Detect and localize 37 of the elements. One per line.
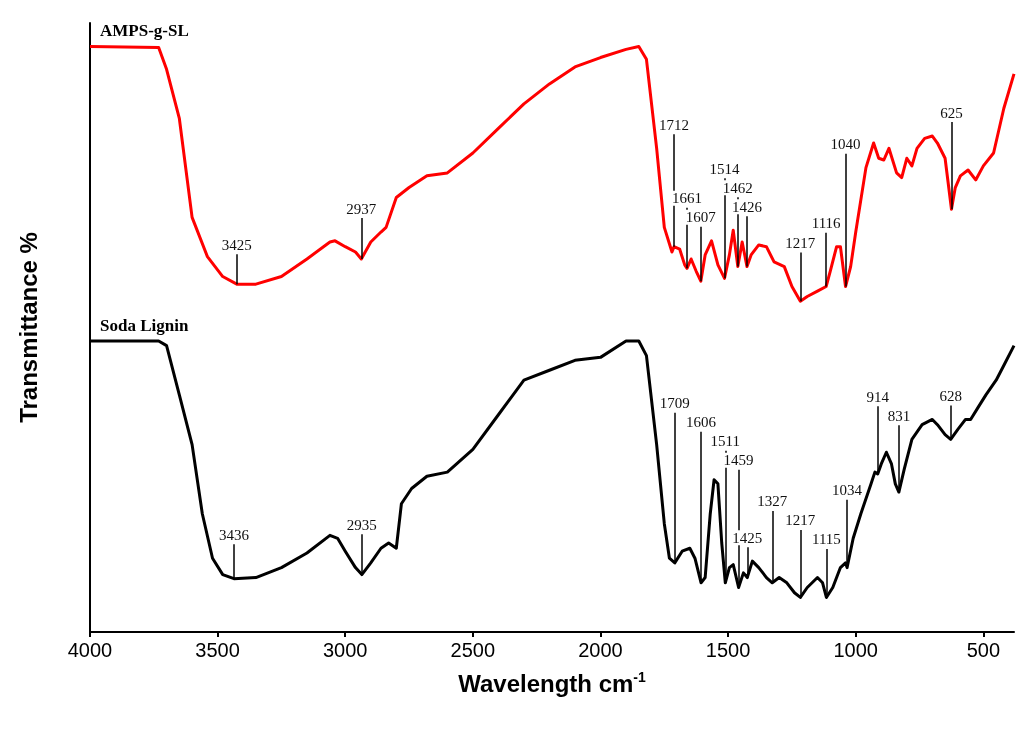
x-tick-label: 500 (966, 639, 1001, 661)
annotation: 2937 (346, 200, 377, 217)
annotation: 1462 (722, 179, 753, 196)
annotation: 914 (866, 388, 890, 405)
annotation: 1712 (659, 116, 690, 133)
annotation: 625 (940, 104, 963, 121)
x-tick-label: 3500 (195, 639, 240, 661)
annotation: 1606 (686, 414, 717, 431)
x-tick-label: 2500 (450, 639, 496, 661)
annotation: 1661 (672, 190, 703, 207)
annotation: 3425 (221, 236, 252, 253)
annotation: 1426 (732, 198, 763, 215)
x-tick-label: 1500 (705, 639, 751, 661)
annotation: 1217 (785, 235, 816, 252)
x-tick-label: 4000 (67, 639, 113, 661)
x-tick-label: 1000 (833, 639, 878, 661)
annotation: 1607 (685, 209, 717, 226)
annotation: 1034 (832, 482, 863, 499)
annotation: 1459 (723, 452, 754, 469)
annotation: 2935 (346, 516, 377, 533)
x-tick-label: 3000 (323, 639, 368, 661)
annotation: 1709 (659, 395, 690, 412)
series-label: Soda Lignin (100, 315, 189, 335)
annotation: 1217 (785, 512, 816, 529)
x-tick-label: 2000 (578, 639, 623, 661)
annotation: 1040 (830, 136, 861, 153)
annotation: 3436 (218, 526, 250, 543)
annotation: 1511 (710, 433, 741, 450)
annotation: 1327 (757, 493, 788, 510)
y-axis-title: Transmittance % (14, 232, 42, 423)
annotation: 831 (887, 407, 911, 424)
annotation: 1425 (732, 529, 763, 546)
annotation: 1116 (811, 215, 842, 232)
annotation: 628 (939, 387, 962, 404)
annotation: 1514 (709, 160, 741, 177)
series-label: AMPS-g-SL (100, 21, 189, 41)
annotation: 1115 (811, 531, 841, 548)
